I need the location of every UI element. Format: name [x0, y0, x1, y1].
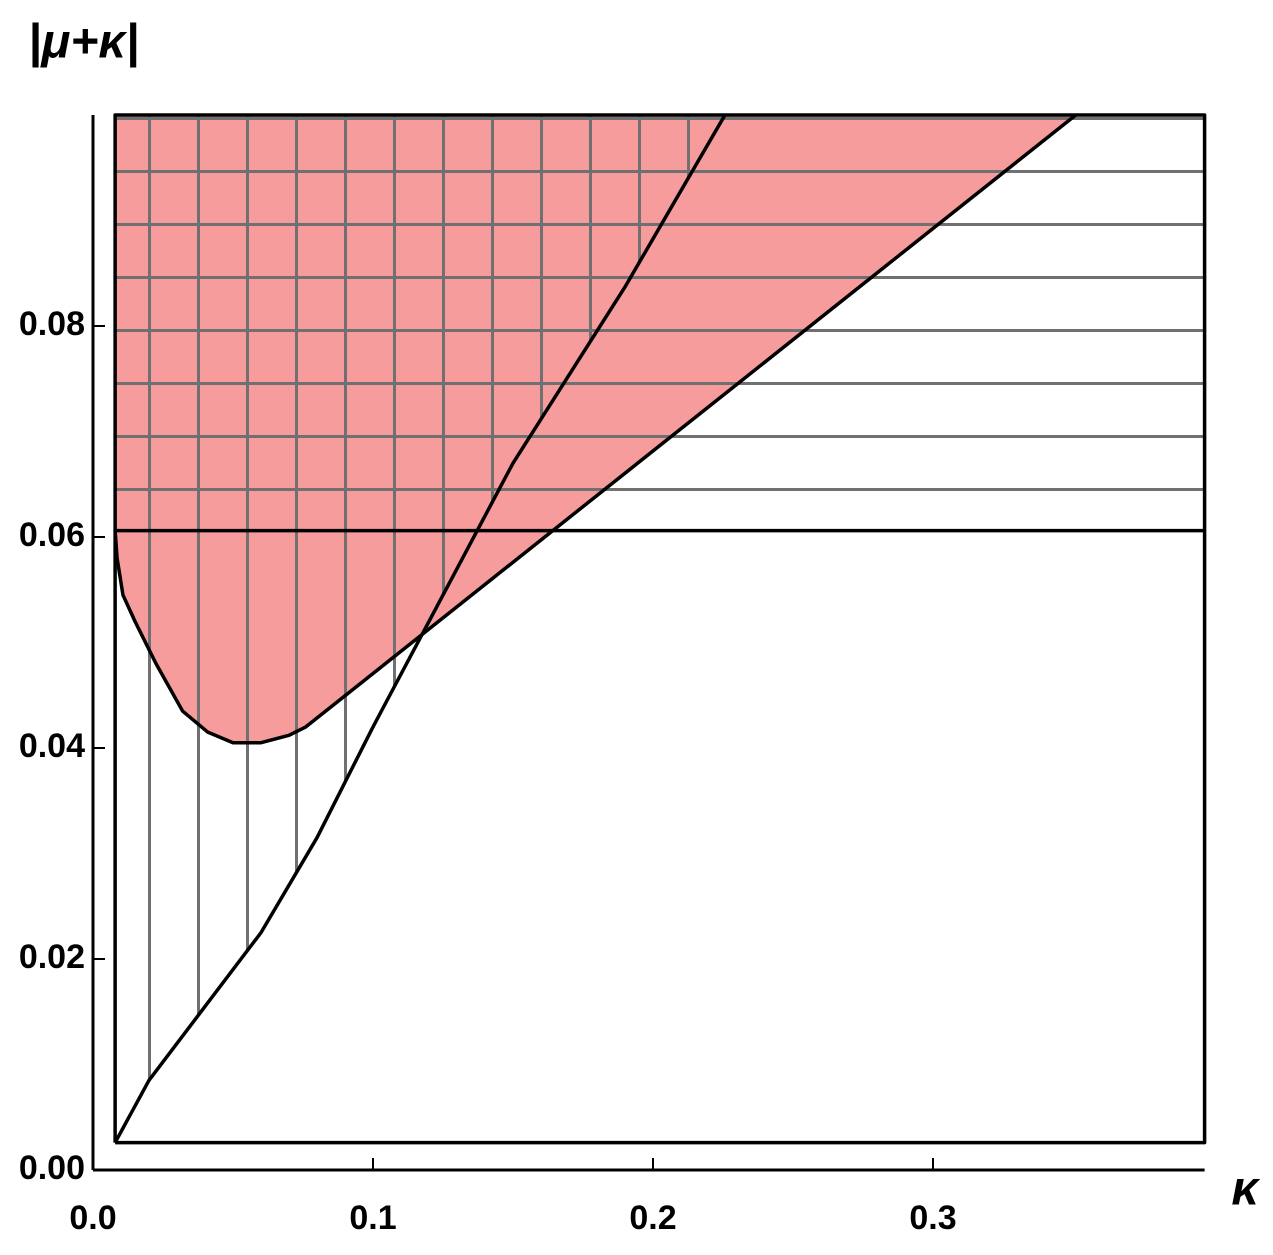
curve	[113, 113, 1207, 1145]
region	[115, 115, 1205, 531]
curve	[113, 113, 1077, 745]
x-tick-label: 0.0	[69, 1199, 116, 1237]
y-tick-label: 0.06	[19, 516, 85, 554]
x-tick-label: 0.3	[909, 1199, 956, 1237]
x-tick-label: 0.1	[349, 1199, 396, 1237]
curve	[113, 114, 727, 1144]
y-tick-label: 0.04	[19, 727, 85, 765]
y-tick-label: 0.08	[19, 305, 85, 343]
y-axis-label: |μ+κ|	[28, 16, 139, 69]
y-tick-label: 0.00	[19, 1149, 85, 1187]
y-tick-label: 0.02	[19, 938, 85, 976]
x-axis-label: κ	[1231, 1163, 1260, 1216]
x-tick-label: 0.2	[629, 1199, 676, 1237]
